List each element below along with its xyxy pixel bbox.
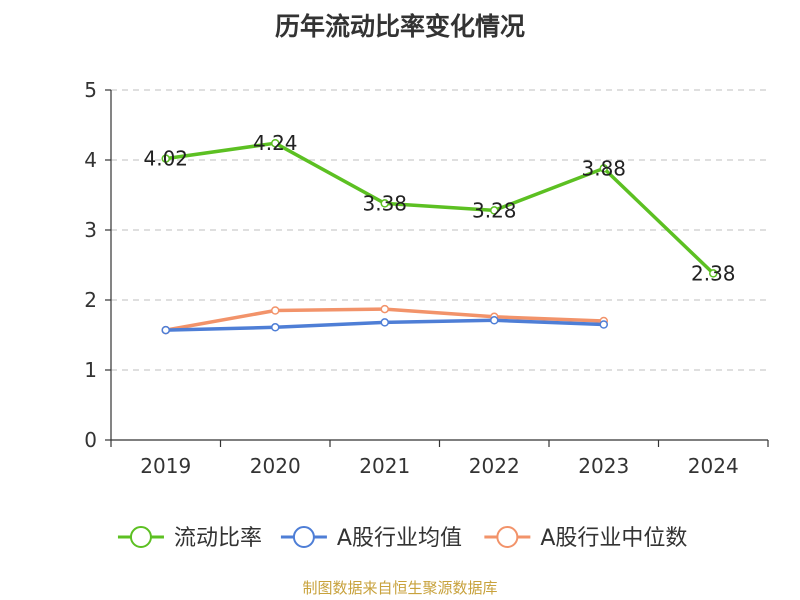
y-tick-label: 5 (84, 78, 97, 102)
data-labels: 4.02 4.24 3.38 3.28 3.88 2.38 (143, 131, 735, 285)
legend-label: A股行业中位数 (540, 526, 687, 551)
data-point (271, 323, 280, 332)
data-point (161, 325, 170, 335)
legend-marker (129, 526, 152, 548)
series-line (165, 141, 715, 275)
data-point (490, 316, 499, 325)
x-tick-label: 2022 (469, 454, 520, 478)
y-tick-label: 4 (84, 148, 97, 172)
data-point (380, 318, 389, 327)
data-point (380, 199, 389, 208)
y-tick-label: 2 (84, 288, 97, 312)
data-point (599, 320, 608, 329)
y-tick-label: 0 (84, 428, 97, 452)
data-point (709, 269, 718, 278)
x-tick-label: 2024 (688, 454, 739, 478)
chart-title: 历年流动比率变化情况 (275, 12, 525, 41)
legend-item: A股行业均值 (280, 526, 462, 551)
series-group (161, 138, 718, 335)
data-label: 3.88 (581, 156, 626, 180)
legend-label: A股行业均值 (337, 526, 462, 551)
x-tick-label: 2023 (578, 454, 629, 478)
data-label: 3.38 (362, 191, 407, 215)
x-tick-label: 2019 (140, 454, 191, 478)
data-label: 2.38 (691, 261, 736, 285)
data-label: 3.28 (472, 198, 517, 222)
axes: 0 1 2 3 4 5 2019 2020 2021 2022 2023 2024 (84, 78, 769, 478)
x-tick-label: 2020 (250, 454, 301, 478)
legend-label: 流动比率 (174, 526, 262, 551)
y-tick-label: 3 (84, 218, 97, 242)
data-point (271, 306, 280, 315)
legend: 流动比率 A股行业均值 A股行业中位数 (117, 526, 687, 551)
data-point (490, 206, 499, 215)
data-point (599, 164, 608, 173)
data-point (380, 304, 389, 314)
legend-marker (292, 526, 315, 548)
data-label: 4.02 (143, 147, 188, 171)
legend-item: A股行业中位数 (484, 526, 687, 551)
data-point (271, 138, 280, 148)
data-label: 4.24 (253, 131, 298, 155)
y-tick-label: 1 (84, 358, 97, 382)
data-point (161, 154, 170, 163)
legend-marker (496, 526, 519, 548)
legend-item: 流动比率 (117, 526, 262, 551)
x-tick-label: 2021 (359, 454, 410, 478)
source-note: 制图数据来自恒生聚源数据库 (302, 579, 497, 597)
